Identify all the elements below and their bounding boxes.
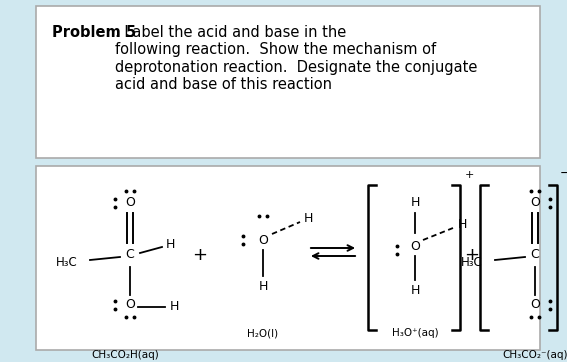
FancyBboxPatch shape [36, 6, 540, 158]
Text: H₂O(l): H₂O(l) [247, 328, 278, 338]
Text: O: O [258, 233, 268, 247]
Text: −: − [560, 167, 567, 180]
Text: H: H [170, 300, 179, 313]
Text: CH₃CO₂⁻(aq): CH₃CO₂⁻(aq) [502, 350, 567, 360]
Text: O: O [125, 197, 135, 210]
Text: +: + [193, 246, 208, 264]
Text: O: O [530, 299, 540, 311]
Text: Problem 5: Problem 5 [52, 25, 136, 40]
Text: CH₃CO₂H(aq): CH₃CO₂H(aq) [91, 350, 159, 360]
Text: C: C [126, 248, 134, 261]
Text: H₃C: H₃C [56, 257, 78, 269]
Text: H: H [411, 283, 420, 296]
Text: H: H [166, 239, 175, 252]
Text: H: H [303, 211, 312, 224]
Text: O: O [530, 197, 540, 210]
Text: +: + [464, 246, 480, 264]
Text: O: O [410, 240, 420, 253]
Text: O: O [125, 299, 135, 311]
Text: H₃C: H₃C [461, 257, 483, 269]
Text: H: H [411, 197, 420, 210]
Text: . Label the acid and base in the
following reaction.  Show the mechanism of
depr: . Label the acid and base in the followi… [115, 25, 477, 92]
Text: H: H [259, 279, 268, 292]
Text: +: + [465, 170, 475, 180]
Text: C: C [531, 248, 539, 261]
Text: H: H [458, 218, 467, 231]
FancyBboxPatch shape [36, 166, 540, 350]
Text: H₃O⁺(aq): H₃O⁺(aq) [392, 328, 438, 338]
